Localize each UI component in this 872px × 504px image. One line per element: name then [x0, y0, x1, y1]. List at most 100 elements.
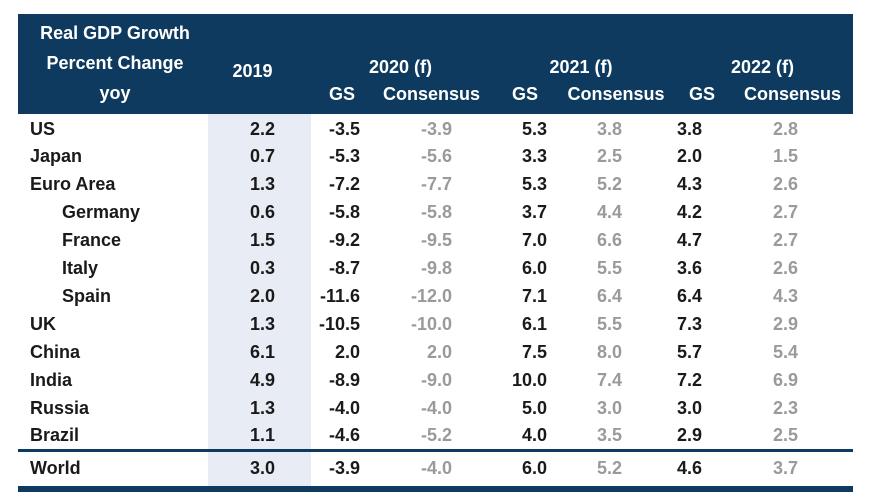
value-2022-consensus: 2.9: [772, 313, 798, 334]
value-2019: 1.5: [208, 226, 311, 254]
row-label-country: Germany: [62, 201, 141, 222]
table-row: Germany 0.6 -5.8 -5.8 3.7 4.4 4.2 2.7: [18, 198, 853, 226]
value-2020-consensus: -12.0: [410, 285, 452, 306]
value-2022-gs: 3.0: [676, 397, 702, 418]
value-2022-gs: 4.3: [676, 173, 702, 194]
value-2022-consensus: 3.7: [732, 448, 853, 492]
value-2020-consensus: -5.8: [420, 201, 452, 222]
value-2020-gs: -7.2: [328, 173, 360, 194]
table-row: Italy 0.3 -8.7 -9.8 6.0 5.5 3.6 2.6: [18, 254, 853, 282]
value-2021-consensus: 2.5: [596, 145, 622, 166]
value-2019: 2.0: [208, 282, 311, 310]
row-label-country: China: [30, 341, 81, 362]
table-row: Japan 0.7 -5.3 -5.6 3.3 2.5 2.0 1.5: [18, 142, 853, 170]
column-header-2019: 2019: [208, 14, 311, 114]
subheader-consensus-2020: Consensus: [373, 81, 490, 114]
row-label-country: World: [18, 448, 208, 492]
value-2022-gs: 4.2: [676, 201, 702, 222]
subheader-gs-2022: GS: [672, 81, 732, 114]
value-2021-consensus: 8.0: [596, 341, 622, 362]
table-title: Real GDP Growth Percent Change yoy: [18, 14, 208, 114]
value-2021-consensus: 7.4: [596, 369, 622, 390]
row-label-country: India: [30, 369, 73, 390]
value-2022-consensus: 6.9: [772, 369, 798, 390]
value-2022-consensus: 2.6: [772, 257, 798, 278]
value-2020-gs: -3.9: [311, 448, 373, 492]
value-2021-consensus: 3.5: [596, 424, 622, 445]
value-2021-consensus: 5.2: [596, 173, 622, 194]
value-2021-consensus: 5.2: [560, 448, 672, 492]
value-2021-consensus: 5.5: [596, 313, 622, 334]
value-2021-gs: 6.0: [490, 448, 560, 492]
value-2021-gs: 5.3: [521, 119, 547, 139]
table-row: France 1.5 -9.2 -9.5 7.0 6.6 4.7 2.7: [18, 226, 853, 254]
value-2020-consensus: 2.0: [426, 341, 452, 362]
value-2020-consensus: -9.0: [420, 369, 452, 390]
subheader-gs-2020: GS: [311, 81, 373, 114]
table-row: India 4.9 -8.9 -9.0 10.0 7.4 7.2 6.9: [18, 366, 853, 394]
value-2022-consensus: 2.6: [772, 173, 798, 194]
table-row: Brazil 1.1 -4.6 -5.2 4.0 3.5 2.9 2.5: [18, 422, 853, 450]
value-2019: 1.3: [208, 394, 311, 422]
row-label-country: Brazil: [30, 424, 80, 445]
value-2021-gs: 10.0: [511, 369, 547, 390]
value-2020-gs: 2.0: [334, 341, 360, 362]
value-2019: 1.1: [208, 422, 311, 450]
title-line-1: Real GDP Growth: [40, 23, 190, 43]
row-label-country: Japan: [30, 145, 83, 166]
row-label-country: US: [30, 119, 56, 139]
column-header-2022f: 2022 (f): [672, 14, 853, 82]
value-2021-gs: 3.7: [521, 201, 547, 222]
value-2021-gs: 4.0: [521, 424, 547, 445]
value-2021-consensus: 3.0: [596, 397, 622, 418]
value-2021-consensus: 5.5: [596, 257, 622, 278]
value-2019: 0.3: [208, 254, 311, 282]
table-body: US 2.2 -3.5 -3.9 5.3 3.8 3.8 2.8 Japan 0.7 -5.3 -5.…: [18, 114, 853, 492]
value-2020-consensus: -5.6: [420, 145, 452, 166]
table-row: UK 1.3 -10.5 -10.0 6.1 5.5 7.3 2.9: [18, 310, 853, 338]
value-2021-consensus: 6.6: [596, 229, 622, 250]
value-2019: 2.2: [208, 114, 311, 142]
value-2020-gs: -10.5: [318, 313, 360, 334]
value-2021-consensus: 3.8: [596, 119, 622, 139]
value-2020-gs: -3.5: [328, 119, 360, 139]
value-2021-gs: 5.3: [521, 173, 547, 194]
table-row: US 2.2 -3.5 -3.9 5.3 3.8 3.8 2.8: [18, 114, 853, 142]
value-2020-consensus: -4.0: [420, 397, 452, 418]
value-2021-gs: 5.0: [521, 397, 547, 418]
value-2022-consensus: 1.5: [772, 145, 798, 166]
gdp-growth-table: Real GDP Growth Percent Change yoy 2019 …: [18, 14, 853, 492]
value-2021-consensus: 6.4: [596, 285, 622, 306]
table-row: Euro Area 1.3 -7.2 -7.7 5.3 5.2 4.3 2.6: [18, 170, 853, 198]
value-2022-gs: 4.6: [672, 448, 732, 492]
table-row-world-total: World 3.0 -3.9 -4.0 6.0 5.2 4.6 3.7: [18, 448, 853, 492]
value-2022-gs: 7.3: [676, 313, 702, 334]
value-2020-gs: -9.2: [328, 229, 360, 250]
value-2020-gs: -4.6: [328, 424, 360, 445]
value-2020-consensus: -10.0: [410, 313, 452, 334]
value-2019: 6.1: [208, 338, 311, 366]
value-2022-consensus: 2.3: [772, 397, 798, 418]
value-2022-consensus: 2.8: [772, 119, 798, 139]
value-2021-gs: 7.1: [521, 285, 547, 306]
column-header-2021f: 2021 (f): [490, 14, 672, 82]
value-2020-consensus: -9.5: [420, 229, 452, 250]
subheader-gs-2021: GS: [490, 81, 560, 114]
value-2021-consensus: 4.4: [596, 201, 622, 222]
title-line-3: yoy: [99, 83, 131, 103]
table-header: Real GDP Growth Percent Change yoy 2019 …: [18, 14, 853, 114]
value-2022-gs: 7.2: [676, 369, 702, 390]
value-2020-gs: -8.9: [328, 369, 360, 390]
row-label-country: Euro Area: [30, 173, 116, 194]
value-2022-gs: 2.0: [676, 145, 702, 166]
value-2021-gs: 3.3: [521, 145, 547, 166]
value-2019: 3.0: [208, 448, 311, 492]
value-2020-consensus: -9.8: [420, 257, 452, 278]
subheader-consensus-2021: Consensus: [560, 81, 672, 114]
value-2021-gs: 6.1: [521, 313, 547, 334]
value-2020-gs: -5.3: [328, 145, 360, 166]
value-2022-gs: 3.8: [676, 119, 702, 139]
row-label-country: Russia: [30, 397, 90, 418]
value-2020-gs: -4.0: [328, 397, 360, 418]
